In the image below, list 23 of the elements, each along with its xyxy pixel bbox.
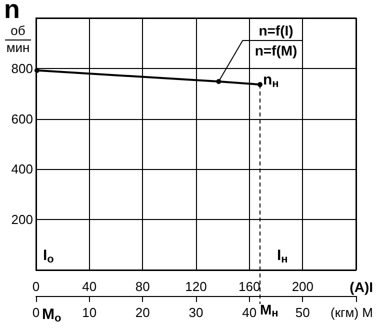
y-tick-label: 800 [11,60,33,76]
y-tick-label: 400 [11,162,33,177]
x-tick-label: 160 [238,279,260,294]
x-tick-label: 120 [185,279,207,294]
x2-tick-label: 10 [82,305,97,320]
x2-tick-label: 50 [295,305,310,320]
x-tick-label: 0 [32,279,40,294]
y-tick-label: 600 [11,111,33,126]
text: мин [6,40,30,55]
y-tick-label: 200 [11,212,33,228]
x2-axis-title: (кгм) M [330,305,373,320]
annotation: n=f(I) [258,22,294,39]
annotation: n=f(M) [254,42,298,59]
x-tick-label: 80 [135,279,150,294]
x2-tick-label: 0 [32,305,40,320]
x-tick-label: 40 [82,279,97,294]
x2-tick-label: 20 [135,305,150,320]
y-axis-title: n [4,0,20,24]
x2-tick-label: 30 [188,305,204,320]
x-tick-label: 200 [292,279,314,294]
x-axis-title: (A)I [350,279,373,295]
x2-tick-label: 40 [242,305,257,320]
text: об [10,23,26,38]
